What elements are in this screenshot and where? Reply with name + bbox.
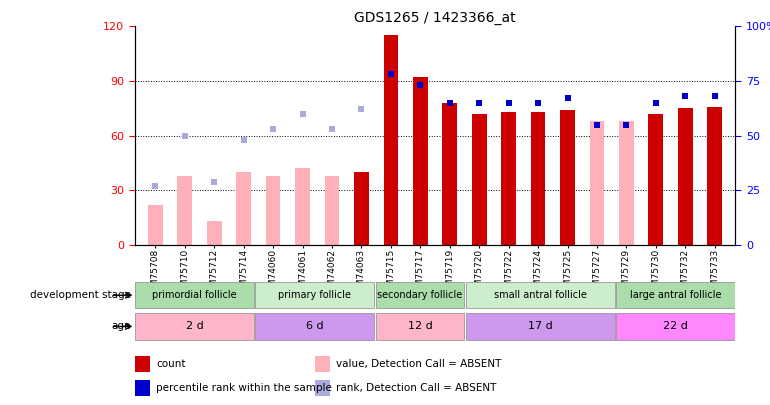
Point <box>179 132 191 139</box>
Bar <box>256 313 374 339</box>
Text: 2 d: 2 d <box>186 321 204 331</box>
Point <box>708 93 721 100</box>
Bar <box>315 380 330 396</box>
Point <box>296 111 309 117</box>
Bar <box>466 313 614 339</box>
Bar <box>295 168 310 245</box>
Point <box>414 82 427 89</box>
Point <box>503 100 515 106</box>
Text: large antral follicle: large antral follicle <box>630 290 721 300</box>
Text: primordial follicle: primordial follicle <box>152 290 237 300</box>
Bar <box>148 205 162 245</box>
Bar <box>135 356 150 372</box>
Bar <box>315 356 330 372</box>
Point <box>237 137 249 143</box>
Point <box>561 95 574 102</box>
Point <box>621 122 633 128</box>
Bar <box>135 380 150 396</box>
Bar <box>177 176 192 245</box>
Point <box>355 106 367 113</box>
Bar <box>136 282 254 308</box>
Text: small antral follicle: small antral follicle <box>494 290 587 300</box>
Bar <box>443 103 457 245</box>
Bar <box>256 282 374 308</box>
Bar <box>466 282 614 308</box>
Text: primary follicle: primary follicle <box>279 290 351 300</box>
Point <box>208 178 220 185</box>
Text: rank, Detection Call = ABSENT: rank, Detection Call = ABSENT <box>336 383 497 393</box>
Point <box>326 126 338 132</box>
Text: 17 d: 17 d <box>527 321 553 331</box>
Point <box>473 100 485 106</box>
Point <box>444 100 456 106</box>
Point <box>532 100 544 106</box>
Text: value, Detection Call = ABSENT: value, Detection Call = ABSENT <box>336 359 501 369</box>
Bar <box>376 313 464 339</box>
Bar <box>413 77 427 245</box>
Point <box>267 126 280 132</box>
Point <box>679 93 691 100</box>
Text: count: count <box>156 359 186 369</box>
Bar <box>136 313 254 339</box>
Bar <box>501 112 516 245</box>
Bar <box>678 108 693 245</box>
Bar <box>354 172 369 245</box>
Text: 6 d: 6 d <box>306 321 323 331</box>
Bar <box>236 172 251 245</box>
Bar <box>616 313 735 339</box>
Point <box>385 71 397 78</box>
Text: development stage: development stage <box>30 290 131 300</box>
Bar <box>616 282 735 308</box>
Bar <box>266 176 280 245</box>
Text: secondary follicle: secondary follicle <box>377 290 463 300</box>
Bar <box>325 176 340 245</box>
Bar <box>708 107 722 245</box>
Text: age: age <box>112 322 131 331</box>
Bar <box>383 36 398 245</box>
Point <box>591 122 603 128</box>
Text: 12 d: 12 d <box>407 321 433 331</box>
Point <box>650 100 662 106</box>
Bar <box>207 221 222 245</box>
Bar <box>590 121 604 245</box>
Bar <box>376 282 464 308</box>
Bar <box>619 121 634 245</box>
Text: percentile rank within the sample: percentile rank within the sample <box>156 383 332 393</box>
Text: 22 d: 22 d <box>663 321 688 331</box>
Point <box>149 183 162 189</box>
Bar <box>472 114 487 245</box>
Bar <box>531 112 545 245</box>
Bar <box>648 114 663 245</box>
Bar <box>561 110 575 245</box>
Title: GDS1265 / 1423366_at: GDS1265 / 1423366_at <box>354 11 516 25</box>
